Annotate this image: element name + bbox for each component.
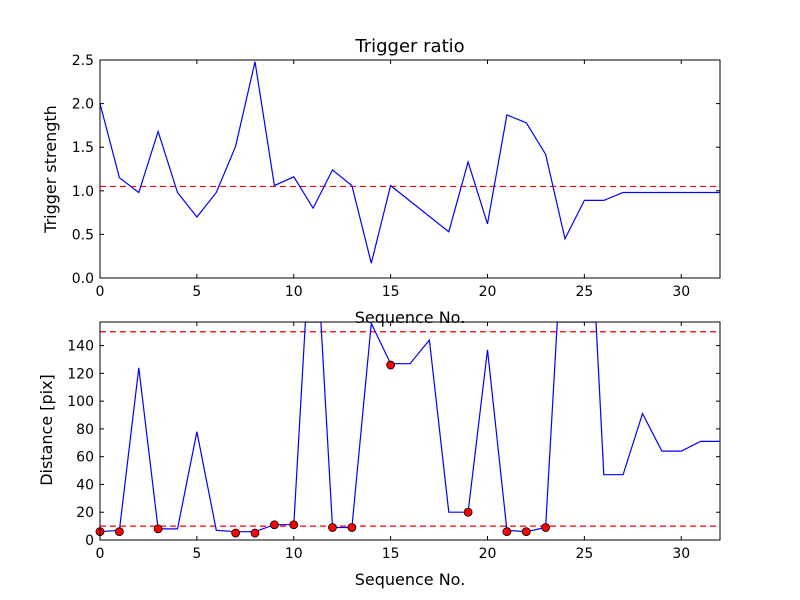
x-tick-label: 30 bbox=[672, 546, 690, 562]
tick-labels: 0 5 10 15 20 25 30 0.0 0.5 1.0 1.5 2.0 2.5 bbox=[72, 53, 720, 300]
y-tick-label: 40 bbox=[76, 477, 94, 493]
x-tick-label: 25 bbox=[575, 284, 593, 300]
x-tick-label: 30 bbox=[672, 284, 690, 300]
x-tick-label: 0 bbox=[96, 546, 105, 562]
x-tick-label: 15 bbox=[382, 284, 400, 300]
y-tick-label: 140 bbox=[67, 339, 94, 355]
plot-area bbox=[100, 61, 720, 264]
data-point-marker bbox=[269, 520, 279, 530]
y-tick-label: 0.5 bbox=[72, 227, 94, 243]
trigger-ratio-chart: Trigger ratio 0 5 10 15 20 25 30 0.0 0.5 1.0 1.5 2.… bbox=[41, 36, 721, 327]
y-tick-label: 80 bbox=[76, 422, 94, 438]
x-tick-label: 5 bbox=[192, 284, 201, 300]
x-tick-label: 20 bbox=[479, 546, 497, 562]
data-point-marker bbox=[153, 524, 163, 534]
series-line bbox=[100, 322, 720, 533]
data-point-marker bbox=[114, 527, 124, 537]
data-point-marker bbox=[502, 527, 512, 537]
y-axis-label: Trigger strength bbox=[41, 105, 60, 234]
y-tick-label: 60 bbox=[76, 450, 94, 466]
x-tick-label: 5 bbox=[192, 546, 201, 562]
x-tick-label: 25 bbox=[575, 546, 593, 562]
data-point-marker bbox=[463, 507, 473, 517]
axes-frame bbox=[99, 59, 721, 279]
y-axis-label: Distance [pix] bbox=[37, 374, 56, 486]
x-tick-label: 10 bbox=[285, 546, 303, 562]
tick-labels: 0 5 10 15 20 25 30 0 20 40 60 80 100 120 140 bbox=[67, 322, 720, 562]
y-tick-label: 20 bbox=[76, 505, 94, 521]
data-point-marker bbox=[289, 520, 299, 530]
y-tick-label: 2.0 bbox=[72, 97, 94, 113]
data-point-marker bbox=[386, 360, 396, 370]
chart-title: Trigger ratio bbox=[354, 36, 464, 57]
data-point-marker bbox=[250, 528, 260, 538]
data-point-marker bbox=[347, 523, 357, 532]
y-tick-label: 1.5 bbox=[72, 140, 94, 156]
distance-chart: 0 5 10 15 20 25 30 0 20 40 60 80 100 120 140 Sequence … bbox=[37, 321, 721, 589]
y-tick-label: 1.0 bbox=[72, 184, 94, 200]
x-axis-label: Sequence No. bbox=[355, 570, 466, 589]
data-point-marker bbox=[521, 527, 531, 537]
series-line bbox=[100, 61, 720, 264]
x-tick-label: 20 bbox=[479, 284, 497, 300]
y-tick-label: 0.0 bbox=[72, 271, 94, 287]
y-tick-label: 2.5 bbox=[72, 53, 94, 69]
y-tick-label: 0 bbox=[85, 533, 94, 549]
data-point-marker bbox=[328, 523, 337, 532]
data-point-marker bbox=[541, 523, 551, 532]
x-tick-label: 10 bbox=[285, 284, 303, 300]
y-tick-label: 120 bbox=[67, 366, 94, 382]
axes-frame bbox=[99, 321, 721, 541]
plot-area bbox=[95, 322, 720, 538]
data-point-marker bbox=[231, 528, 241, 538]
x-tick-label: 0 bbox=[96, 284, 105, 300]
y-tick-label: 100 bbox=[67, 394, 94, 410]
x-tick-label: 15 bbox=[382, 546, 400, 562]
